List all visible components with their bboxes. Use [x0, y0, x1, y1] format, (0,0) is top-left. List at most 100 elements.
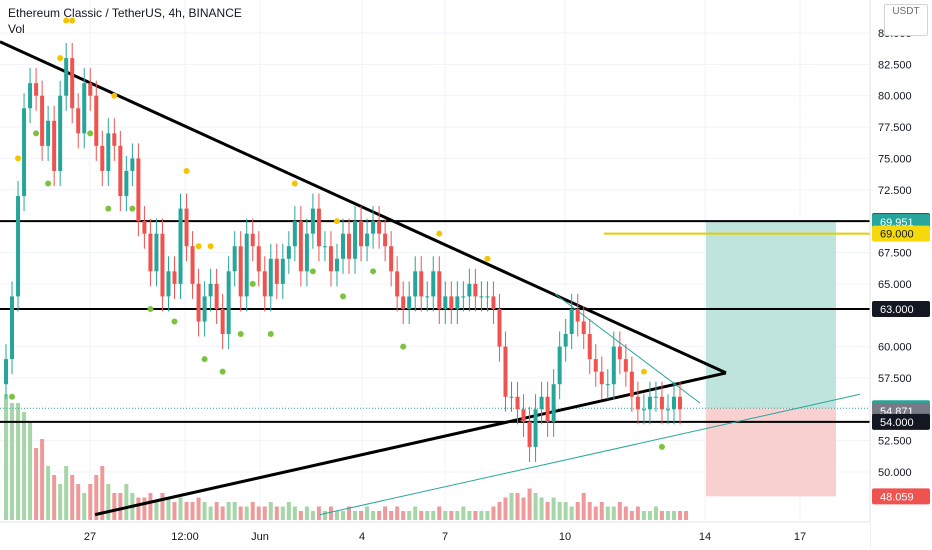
volume-bar: [124, 484, 129, 520]
volume-bar: [377, 511, 382, 520]
volume-bar: [202, 502, 207, 520]
price-label-box: [872, 488, 930, 505]
volume-bar: [70, 475, 75, 520]
candle-body: [665, 409, 670, 411]
candle-body: [617, 346, 622, 360]
volume-bar: [684, 511, 689, 520]
volume-bar: [641, 511, 646, 520]
volume-bar: [533, 493, 538, 520]
candle-body: [455, 296, 460, 309]
sell-signal-dot: [207, 243, 214, 250]
volume-bar: [389, 511, 394, 520]
volume-bar: [178, 497, 183, 520]
volume-bars: [4, 394, 689, 520]
volume-bar: [509, 493, 514, 520]
price-tick-label: 72.500: [878, 185, 912, 197]
volume-bar: [413, 506, 418, 520]
buy-signal-dot: [201, 356, 208, 363]
candle-body: [473, 283, 478, 297]
candle-body: [106, 133, 111, 171]
volume-bar: [539, 497, 544, 520]
sell-signal-dot: [640, 368, 647, 375]
volume-bar: [449, 511, 454, 520]
candle-body: [527, 421, 532, 447]
volume-bar: [58, 484, 63, 520]
price-label-box: [872, 225, 930, 242]
volume-bar: [485, 511, 490, 520]
volume-bar: [425, 511, 430, 520]
candle-body: [449, 296, 454, 309]
volume-bar: [208, 506, 213, 520]
volume-bar: [46, 466, 51, 520]
time-tick-label: 12:00: [171, 531, 199, 543]
candle-body: [653, 396, 658, 398]
candle-body: [371, 221, 376, 234]
price-tick-label: 67.500: [878, 248, 912, 260]
volume-bar: [521, 497, 526, 520]
volume-bar: [94, 475, 99, 520]
candle-body: [401, 296, 406, 309]
volume-bar: [112, 493, 117, 520]
price-label-box: [872, 413, 930, 430]
price-tick-label: 80.000: [878, 91, 912, 103]
volume-bar: [166, 497, 171, 520]
time-tick-label: Jun: [251, 531, 269, 543]
chart-header: Ethereum Classic / TetherUS, 4h, BINANCE…: [8, 6, 242, 36]
candle-body: [575, 308, 580, 322]
candle-body: [118, 145, 123, 197]
candle-body: [491, 296, 496, 309]
candle-body: [142, 221, 147, 234]
buy-signal-dot: [147, 305, 154, 312]
buy-signal-dot: [33, 130, 40, 137]
candle-body: [64, 58, 69, 96]
volume-bar: [467, 511, 472, 520]
time-tick-label: 4: [359, 531, 365, 543]
volume-bar: [316, 506, 321, 520]
candle-body: [304, 233, 309, 272]
volume-bar: [238, 506, 243, 520]
candle-body: [623, 359, 628, 372]
candle-body: [503, 346, 508, 397]
volume-bar: [34, 448, 39, 520]
buy-signal-dot: [45, 180, 52, 187]
volume-bar: [563, 502, 568, 520]
volume-bar: [479, 511, 484, 520]
candle-body: [359, 221, 364, 247]
candle-body: [256, 246, 261, 272]
candle-body: [52, 120, 57, 171]
volume-bar: [678, 511, 682, 520]
candle-body: [190, 246, 195, 284]
candle-body: [629, 371, 634, 397]
volume-bar: [118, 493, 123, 520]
candle-body: [443, 296, 448, 309]
candle-body: [347, 233, 352, 259]
volume-bar: [671, 511, 676, 520]
time-tick-label: 14: [699, 531, 711, 543]
candle-body: [286, 246, 291, 259]
buy-signal-dot: [370, 268, 377, 275]
candle-body: [605, 384, 610, 386]
volume-bar: [653, 506, 658, 520]
volume-bar: [106, 484, 111, 520]
candle-body: [425, 296, 430, 298]
candle-body: [316, 208, 321, 247]
volume-bar: [136, 497, 141, 520]
price-tick-label: 60.000: [878, 342, 912, 354]
volume-bar: [545, 502, 550, 520]
volume-bar: [575, 502, 580, 520]
volume-bar: [569, 506, 574, 520]
candle-body: [671, 396, 676, 410]
price-axis-bg: [870, 0, 932, 550]
volume-bar: [359, 511, 364, 520]
volume-bar: [557, 502, 562, 520]
volume-bar: [347, 506, 352, 520]
volume-bar: [431, 511, 436, 520]
currency-selector[interactable]: USDT: [884, 4, 928, 36]
price-axis: 85.00082.50080.00077.50075.00072.50067.5…: [869, 0, 932, 550]
candle-body: [40, 95, 45, 146]
volume-bar: [64, 466, 69, 520]
time-tick-label: 7: [442, 531, 448, 543]
volume-bar: [160, 493, 165, 520]
candle-body: [569, 308, 574, 335]
